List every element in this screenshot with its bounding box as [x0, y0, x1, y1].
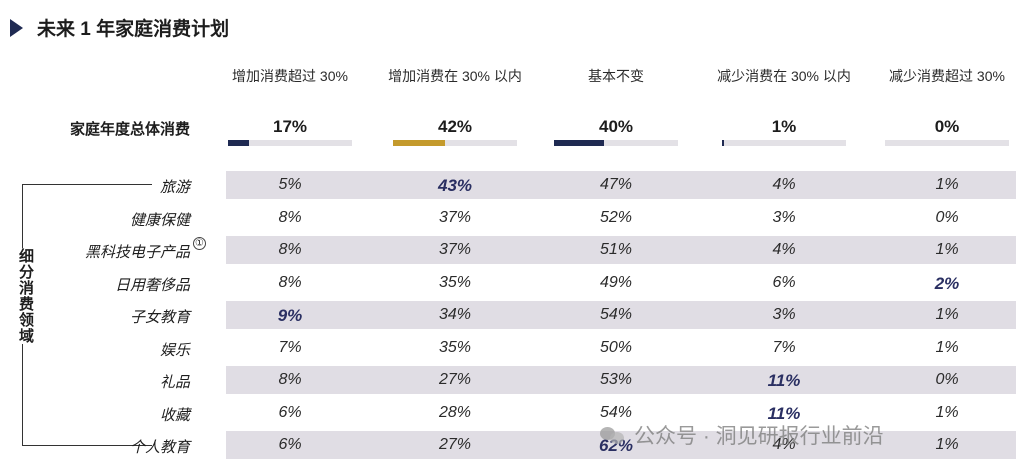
table-cell: 1%	[935, 338, 959, 356]
table-cell: 8%	[278, 241, 302, 258]
column-header-3: 基本不变	[588, 68, 644, 84]
total-value-1: 17%	[272, 117, 308, 136]
column-header-5: 减少消费超过 30%	[889, 68, 1005, 84]
table-cell: 4%	[772, 436, 796, 453]
title-text: 未来 1 年家庭消费计划	[37, 19, 230, 40]
table-cell: 54%	[599, 306, 633, 323]
table-cell: 50%	[599, 338, 633, 356]
row-label: 礼品	[159, 374, 190, 391]
total-bar-fill-3	[554, 140, 604, 146]
total-bar-track-4	[722, 140, 846, 146]
total-value-3: 40%	[598, 117, 634, 136]
column-header-2: 增加消费在 30% 以内	[388, 68, 522, 84]
table-cell: 11%	[767, 403, 801, 423]
total-bar-track-1	[228, 140, 352, 146]
table-cell: 52%	[599, 208, 633, 226]
table-cell: 3%	[772, 306, 796, 323]
table-cell: 8%	[278, 273, 302, 291]
total-value-2: 42%	[437, 117, 473, 136]
side-category-label: 细分消费领域	[8, 248, 36, 344]
column-header-4: 减少消费在 30% 以内	[717, 68, 851, 84]
table-cell: 3%	[772, 208, 796, 226]
bracket-top-line	[22, 184, 152, 185]
row-label: 黑科技电子产品	[84, 244, 190, 261]
table-cell: 4%	[772, 241, 796, 258]
table-cell: 35%	[438, 273, 472, 291]
table-cell: 1%	[935, 403, 959, 421]
table-cell: 5%	[278, 176, 302, 193]
bracket-bottom-line	[22, 445, 152, 446]
table-cell: 51%	[599, 241, 633, 258]
table-cell: 2%	[934, 273, 960, 293]
row-label: 子女教育	[129, 309, 190, 326]
triangle-bullet-icon	[10, 18, 23, 37]
watermark: 公众号 · 洞见研报行业前沿	[600, 420, 884, 450]
wechat-icon	[600, 425, 626, 445]
total-bar-fill-4	[722, 140, 724, 146]
table-cell: 28%	[438, 403, 472, 421]
table-cell: 9%	[277, 306, 303, 325]
table-cell: 6%	[772, 273, 796, 291]
column-header-1: 增加消费超过 30%	[232, 68, 348, 84]
table-cell: 4%	[772, 176, 796, 193]
row-label: 娱乐	[159, 341, 190, 359]
table-cell: 27%	[438, 436, 472, 453]
total-bar-fill-2	[393, 140, 446, 146]
table-cell: 6%	[278, 403, 302, 421]
table-cell: 37%	[438, 208, 472, 226]
table-cell: 7%	[772, 338, 796, 356]
table-cell: 37%	[438, 241, 472, 258]
total-bar-track-5	[885, 140, 1009, 146]
table-cell: 6%	[278, 436, 302, 453]
table-cell: 8%	[278, 208, 302, 226]
table-cell: 1%	[935, 436, 959, 453]
table-cell: 8%	[278, 371, 302, 388]
table-row	[226, 171, 1016, 199]
table-cell: 1%	[935, 241, 959, 258]
total-value-4: 1%	[771, 117, 797, 136]
page-title: 未来 1 年家庭消费计划	[10, 14, 229, 41]
table-cell: 1%	[935, 306, 959, 323]
row-label: 收藏	[159, 406, 190, 424]
table-row	[226, 301, 1016, 329]
total-value-5: 0%	[934, 117, 960, 136]
row-label: 健康保健	[129, 211, 190, 229]
row-label: 日用奢侈品	[114, 276, 190, 294]
table-cell: 1%	[935, 176, 959, 193]
total-row-label: 家庭年度总体消费	[69, 121, 190, 138]
total-bar-track-3	[554, 140, 678, 146]
total-bar-track-2	[393, 140, 517, 146]
watermark-text: 公众号 · 洞见研报行业前沿	[634, 425, 884, 448]
table-cell: 34%	[438, 306, 472, 323]
table-cell: 0%	[935, 208, 959, 226]
table-row	[226, 366, 1016, 394]
row-label: 旅游	[159, 179, 190, 196]
table-cell: 11%	[767, 371, 801, 390]
footnote-marker: ①	[193, 237, 206, 250]
table-cell: 53%	[599, 371, 633, 388]
table-cell: 43%	[437, 176, 473, 195]
table-cell: 35%	[438, 338, 472, 356]
row-label: 个人教育	[129, 439, 190, 456]
table-cell: 27%	[438, 371, 472, 388]
table-cell: 7%	[278, 338, 302, 356]
table-cell: 47%	[599, 176, 633, 193]
table-cell: 49%	[599, 273, 633, 291]
table-row	[226, 236, 1016, 264]
table-cell: 0%	[935, 371, 959, 388]
table-cell: 54%	[599, 403, 633, 421]
total-bar-fill-1	[228, 140, 250, 146]
table-cell: 62%	[598, 436, 634, 455]
